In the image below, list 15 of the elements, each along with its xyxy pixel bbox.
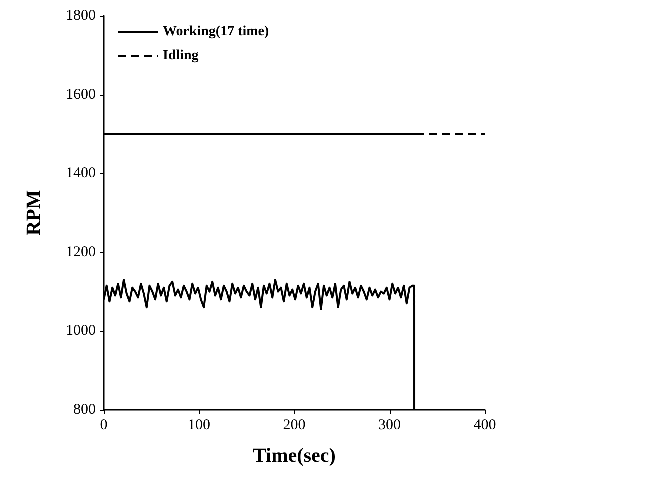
y-tick-label: 1000 — [66, 323, 96, 340]
legend-label: Idling — [163, 48, 199, 64]
y-tick-label: 1400 — [66, 166, 96, 182]
legend-label: Working(17 time) — [163, 24, 270, 40]
x-tick-label: 300 — [378, 418, 401, 434]
y-tick-label: 1600 — [66, 86, 96, 103]
x-tick-label: 0 — [100, 418, 108, 434]
x-tick-label: 200 — [283, 418, 306, 434]
x-axis-title: Time(sec) — [253, 445, 336, 467]
y-axis-title: RPM — [23, 190, 45, 236]
y-tick-label: 800 — [74, 402, 96, 418]
y-tick-label: 1200 — [66, 244, 96, 260]
x-tick-label: 400 — [474, 418, 496, 434]
y-tick-label: 1800 — [66, 8, 96, 24]
x-tick-label: 100 — [188, 418, 210, 434]
